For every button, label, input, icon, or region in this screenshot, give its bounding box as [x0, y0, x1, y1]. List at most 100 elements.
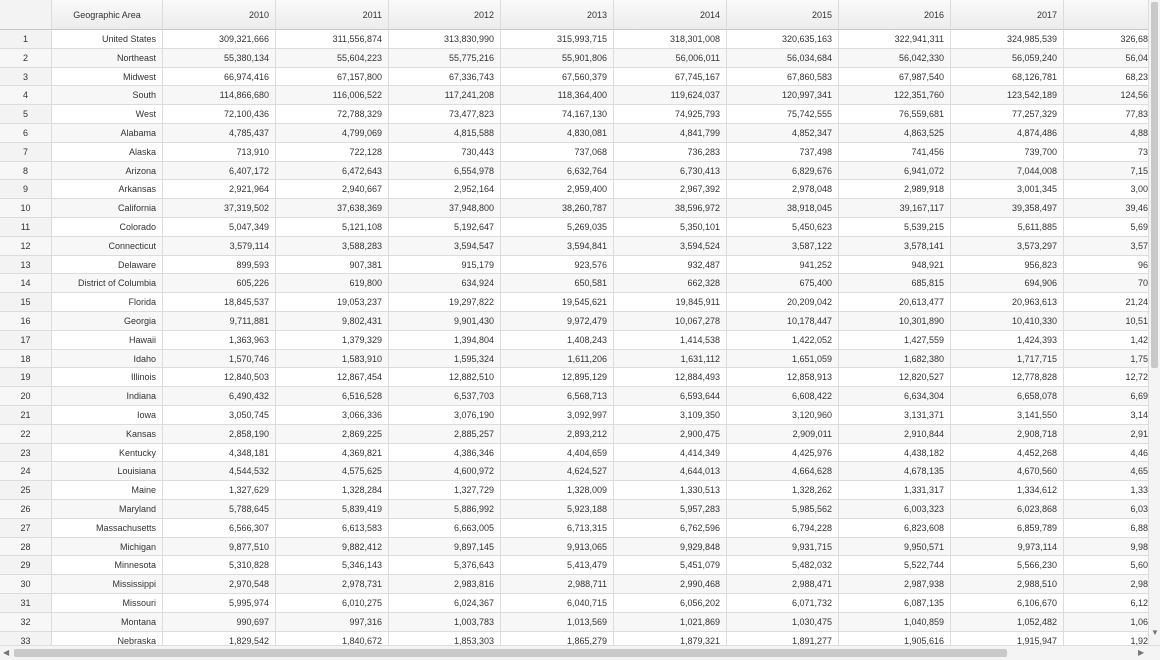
cell: 116,006,522	[276, 86, 389, 106]
cell: 3,594,547	[389, 236, 501, 256]
cell: 9,711,881	[163, 312, 276, 331]
row-number: 31	[0, 594, 52, 613]
area-name: Iowa	[52, 406, 163, 425]
cell: 4,404,659	[501, 443, 614, 463]
data-grid: Geographic Area 2010 2011 2012 2013 2014 2015 2…	[0, 0, 1148, 645]
cell: 9,897,145	[389, 537, 501, 557]
area-name: Kentucky	[52, 443, 163, 463]
scroll-down[interactable]: ▼	[1151, 628, 1159, 637]
cell: 685,815	[839, 274, 951, 294]
cell: 6,593,644	[614, 387, 727, 406]
row-number: 28	[0, 537, 52, 557]
scroll-right[interactable]: ▶	[1138, 648, 1145, 657]
cell: 56,006,011	[614, 48, 727, 68]
cell: 67,745,167	[614, 67, 727, 87]
cell: 6,663,005	[389, 518, 501, 538]
cell: 9,98	[1064, 537, 1148, 557]
cell: 6,613,583	[276, 518, 389, 538]
cell: 5,886,992	[389, 500, 501, 519]
cell: 6,658,078	[951, 387, 1064, 406]
cell: 4,348,181	[163, 443, 276, 463]
cell: 4,815,588	[389, 124, 501, 143]
cell: 39,46	[1064, 199, 1148, 218]
cell: 4,544,532	[163, 462, 276, 482]
area-name: Florida	[52, 293, 163, 312]
cell: 2,909,011	[727, 424, 839, 444]
cell: 6,010,275	[276, 594, 389, 613]
cell: 68,126,781	[951, 67, 1064, 87]
cell: 67,560,379	[501, 67, 614, 87]
cell: 736,283	[614, 142, 727, 162]
column-header: 2013	[501, 0, 614, 30]
cell: 6,608,422	[727, 387, 839, 406]
cell: 722,128	[276, 142, 389, 162]
cell: 2,978,731	[276, 575, 389, 594]
cell: 1,853,303	[389, 631, 501, 645]
cell: 6,12	[1064, 594, 1148, 613]
cell: 1,013,569	[501, 612, 614, 632]
area-name: Maryland	[52, 500, 163, 519]
cell: 117,241,208	[389, 86, 501, 106]
cell: 2,858,190	[163, 424, 276, 444]
cell: 2,988,471	[727, 575, 839, 594]
cell: 2,900,475	[614, 424, 727, 444]
cell: 2,989,918	[839, 180, 951, 200]
cell: 6,554,978	[389, 161, 501, 181]
cell: 1,33	[1064, 481, 1148, 500]
row-number: 25	[0, 481, 52, 500]
scroll-left[interactable]: ◀	[3, 648, 10, 657]
cell: 96	[1064, 256, 1148, 275]
cell: 915,179	[389, 255, 501, 275]
cell: 3,141,550	[951, 406, 1064, 425]
cell: 6,537,703	[389, 387, 501, 406]
cell: 899,593	[163, 255, 276, 275]
cell: 3,573,297	[951, 236, 1064, 256]
corner-header	[0, 0, 52, 30]
cell: 68,23	[1064, 68, 1148, 87]
cell: 6,829,676	[727, 161, 839, 181]
cell: 3,594,524	[614, 236, 727, 256]
cell: 9,972,479	[501, 312, 614, 331]
scroll-thumb[interactable]	[14, 649, 1007, 657]
cell: 38,596,972	[614, 199, 727, 218]
cell: 76,559,681	[839, 105, 951, 124]
cell: 4,386,346	[389, 443, 501, 463]
row-number: 13	[0, 255, 52, 275]
cell: 1,631,112	[614, 349, 727, 369]
cell: 19,845,911	[614, 293, 727, 312]
cell: 6,762,596	[614, 518, 727, 538]
cell: 1,408,243	[501, 330, 614, 350]
cell: 5,450,623	[727, 218, 839, 237]
cell: 37,638,369	[276, 199, 389, 218]
cell: 713,910	[163, 142, 276, 162]
cell: 3,066,336	[276, 406, 389, 425]
row-number: 19	[0, 368, 52, 388]
cell: 12,884,493	[614, 368, 727, 388]
cell: 322,941,311	[839, 30, 951, 49]
cell: 6,566,307	[163, 518, 276, 538]
scroll-thumb[interactable]	[1151, 2, 1158, 368]
cell: 5,839,419	[276, 500, 389, 519]
cell: 19,545,621	[501, 293, 614, 312]
cell: 9,973,114	[951, 537, 1064, 557]
cell: 19,297,822	[389, 293, 501, 312]
vertical-scrollbar[interactable]: ▼	[1148, 0, 1160, 645]
cell: 315,993,715	[501, 30, 614, 49]
cell: 7,044,008	[951, 161, 1064, 181]
cell: 4,785,437	[163, 124, 276, 143]
cell: 1,328,284	[276, 481, 389, 500]
cell: 12,895,129	[501, 368, 614, 388]
cell: 6,407,172	[163, 161, 276, 181]
cell: 10,067,278	[614, 312, 727, 331]
cell: 6,69	[1064, 387, 1148, 406]
cell: 12,72	[1064, 368, 1148, 388]
cell: 3,001,345	[951, 180, 1064, 200]
area-name: Kansas	[52, 424, 163, 444]
cell: 56,034,684	[727, 48, 839, 68]
cell: 5,566,230	[951, 556, 1064, 576]
horizontal-scrollbar[interactable]: ◀ ▶	[0, 645, 1160, 660]
cell: 320,635,163	[727, 30, 839, 49]
cell: 12,867,454	[276, 368, 389, 388]
cell: 5,995,974	[163, 594, 276, 613]
cell: 10,178,447	[727, 312, 839, 331]
